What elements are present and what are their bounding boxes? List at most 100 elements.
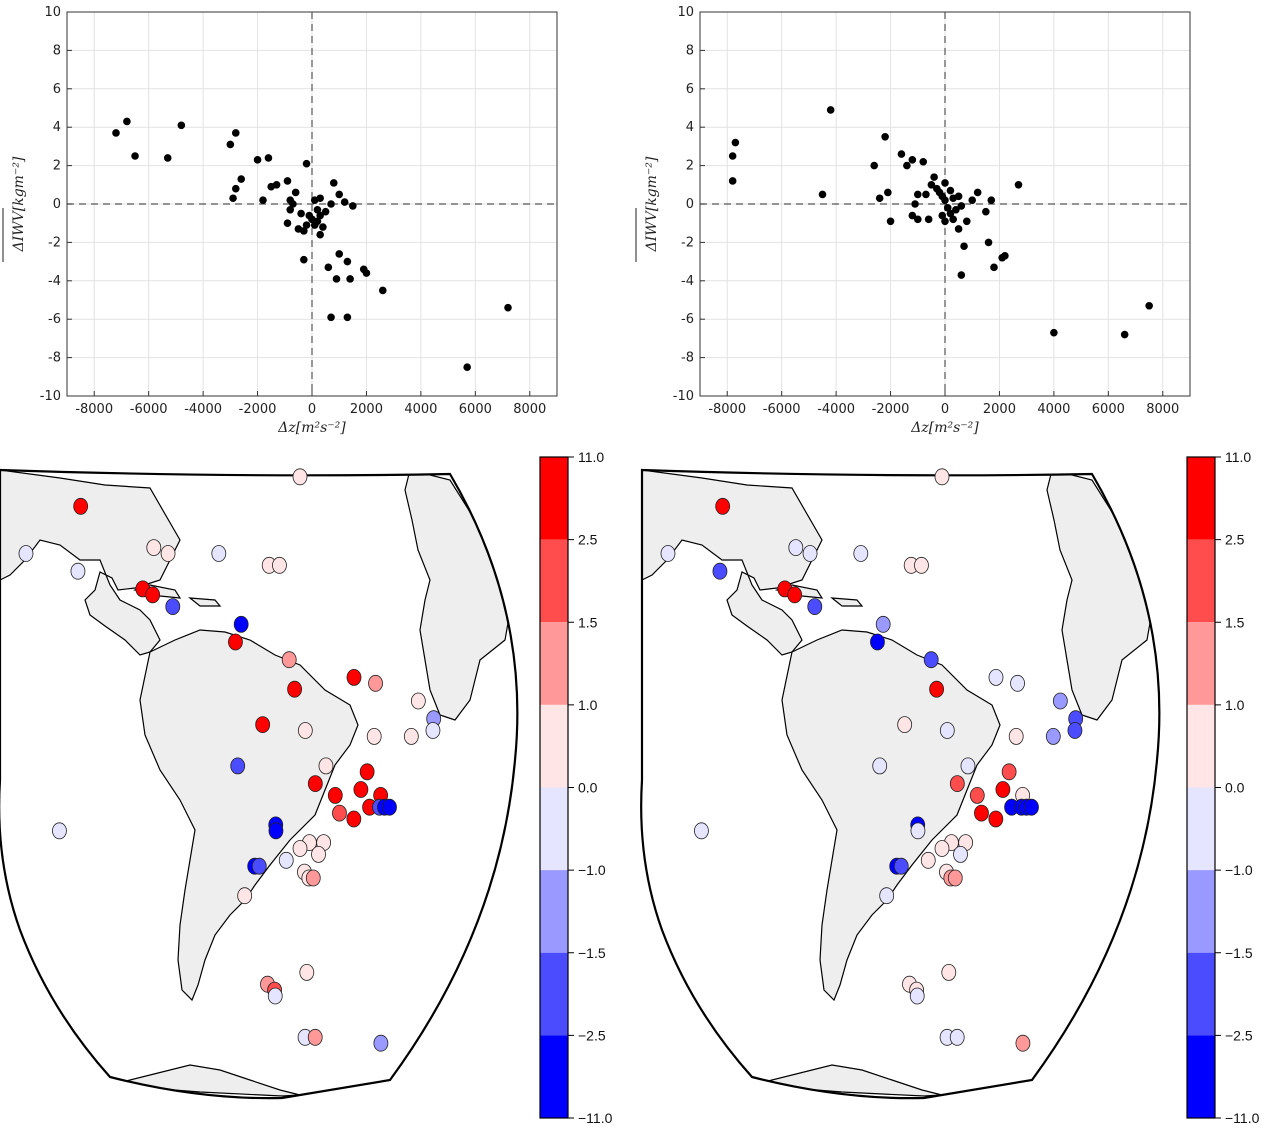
scatter-point xyxy=(968,196,977,204)
station-marker xyxy=(875,615,891,633)
station-marker xyxy=(939,722,955,739)
station-marker xyxy=(281,651,297,669)
station-marker xyxy=(909,987,925,1005)
scatter-point xyxy=(289,200,297,208)
station-marker xyxy=(346,669,362,686)
colorbar-tick-label: 1.0 xyxy=(1225,697,1245,713)
station-marker xyxy=(893,857,909,875)
station-marker xyxy=(305,869,321,887)
colorbar-segment xyxy=(540,870,568,953)
scatter-point xyxy=(990,263,998,272)
scatter-point xyxy=(984,238,993,247)
station-marker xyxy=(425,722,441,739)
station-marker xyxy=(228,633,243,651)
x-tick-label: -6000 xyxy=(130,402,168,417)
y-axis-label: ΔIWV[kgm⁻²] xyxy=(644,156,660,252)
scatter-point xyxy=(316,230,324,239)
scatter-point xyxy=(272,181,281,189)
colorbar-tick-label: 11.0 xyxy=(1225,449,1251,465)
scatter-point xyxy=(300,255,308,264)
x-tick-label: -2000 xyxy=(239,402,277,417)
scatter-panel-top-right: -8000 -6000 -4000 -2000 0 2000 4000 6000 8000 -10… xyxy=(635,5,1191,436)
station-marker xyxy=(368,674,383,692)
y-tick-label: 0 xyxy=(53,197,61,212)
y-tick-label: 2 xyxy=(53,159,61,174)
scatter-point xyxy=(321,207,330,216)
y-tick-label: 0 xyxy=(686,197,694,212)
map-body xyxy=(0,470,518,1099)
station-marker xyxy=(292,840,308,857)
scatter-point xyxy=(343,313,352,322)
scatter-point xyxy=(123,117,131,126)
colorbar-segment xyxy=(540,1035,568,1118)
scatter-point xyxy=(962,217,971,226)
scatter-point xyxy=(908,156,917,164)
colorbar-tick-label: 1.5 xyxy=(1225,614,1245,630)
y-tick-label: -10 xyxy=(673,389,694,404)
colorbar-tick-label: −11.0 xyxy=(1225,1110,1260,1126)
scatter-point xyxy=(922,190,930,199)
y-tick-label: 2 xyxy=(686,159,694,174)
y-tick-label: 4 xyxy=(686,120,694,135)
scatter-point xyxy=(335,250,344,258)
y-tick-label: -4 xyxy=(48,274,61,289)
colorbar-segment xyxy=(1187,539,1215,623)
colorbar-tick-label: 2.5 xyxy=(1225,532,1245,548)
colorbar-segment xyxy=(540,704,568,788)
station-marker xyxy=(73,497,89,515)
station-marker xyxy=(382,798,397,816)
station-marker xyxy=(949,775,965,792)
scatter-point xyxy=(504,303,512,312)
station-marker xyxy=(18,545,34,562)
colorbar-segment xyxy=(1187,704,1215,788)
station-marker xyxy=(237,887,253,905)
scatter-point xyxy=(957,271,966,279)
colorbar-segment xyxy=(540,952,568,1036)
station-marker xyxy=(1010,674,1025,692)
x-tick-label: 2000 xyxy=(350,402,383,417)
station-marker xyxy=(879,887,895,905)
station-marker xyxy=(251,857,267,875)
colorbar-segment xyxy=(1187,457,1215,540)
scatter-point xyxy=(987,196,996,204)
station-marker xyxy=(934,468,950,486)
station-marker xyxy=(211,545,227,562)
scatter-point xyxy=(131,152,139,160)
scatter-point xyxy=(941,196,949,204)
landmass xyxy=(0,470,181,656)
station-marker xyxy=(949,1028,965,1046)
x-tick-label: 8000 xyxy=(1146,402,1179,417)
scatter-point xyxy=(927,181,936,189)
colorbar-tick-label: 0.0 xyxy=(1225,780,1245,796)
scatter-point xyxy=(291,188,300,197)
station-marker xyxy=(941,964,957,981)
y-tick-label: 8 xyxy=(686,43,694,58)
station-marker xyxy=(802,545,818,562)
scatter-point xyxy=(163,154,172,162)
station-marker xyxy=(974,804,989,822)
colorbar-segment xyxy=(540,622,568,705)
station-marker xyxy=(297,722,313,739)
scatter-point xyxy=(313,217,322,226)
scatter-point xyxy=(259,196,267,204)
station-marker xyxy=(870,633,885,651)
x-tick-label: -4000 xyxy=(184,402,222,417)
scatter-point xyxy=(954,192,963,201)
station-marker xyxy=(969,787,985,804)
x-tick-label: -8000 xyxy=(75,402,113,417)
station-marker xyxy=(403,728,419,745)
scatter-point xyxy=(283,219,292,227)
station-marker xyxy=(960,757,976,775)
colorbar-tick-label: −2.5 xyxy=(578,1027,606,1043)
colorbar-segment xyxy=(540,787,568,871)
scatter-point xyxy=(112,129,120,137)
scatter-point xyxy=(728,177,737,185)
scatter-point xyxy=(731,138,740,147)
station-marker xyxy=(146,539,162,556)
colorbar-tick-label: 1.5 xyxy=(578,614,598,630)
scatter-point xyxy=(941,179,949,187)
scatter-point xyxy=(949,215,957,224)
station-marker xyxy=(929,680,945,698)
y-tick-label: -8 xyxy=(681,351,694,366)
station-marker xyxy=(988,669,1004,686)
